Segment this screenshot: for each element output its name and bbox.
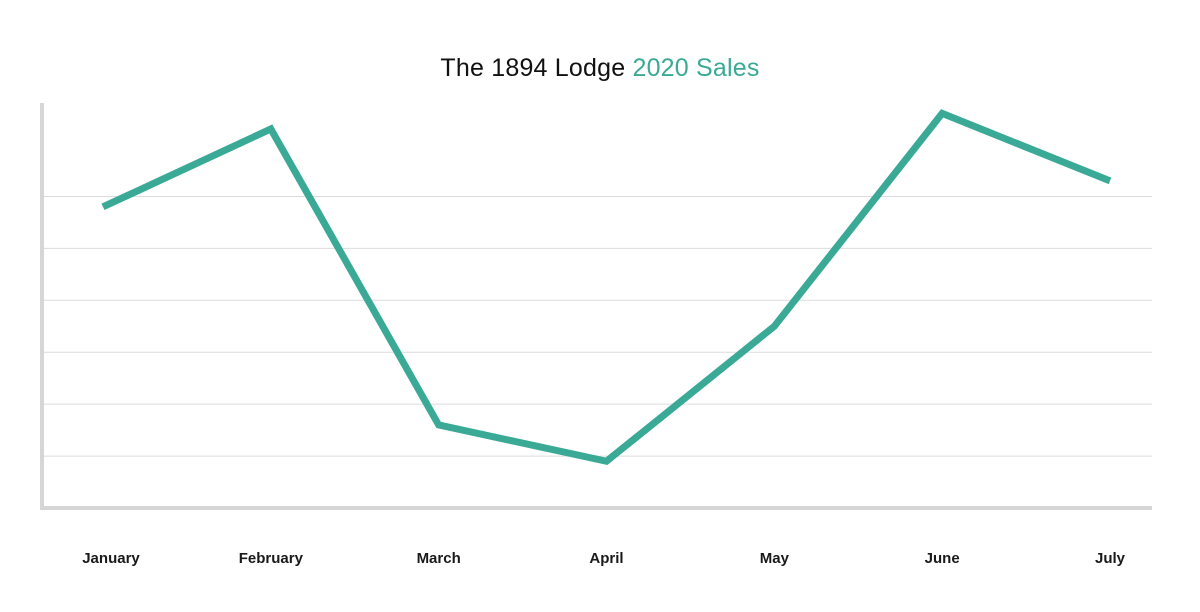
chart-title-main: The 1894 Lodge — [440, 54, 626, 82]
chart-title: The 1894 Lodge 2020 Sales — [0, 54, 1200, 83]
gridlines — [42, 195, 1152, 457]
axes — [40, 103, 1152, 510]
chart-title-highlight: 2020 Sales — [632, 54, 760, 82]
x-tick-label-january: January — [82, 550, 140, 567]
series-line-1 — [101, 109, 1112, 466]
series-layer — [101, 109, 1112, 466]
x-tick-label-june: June — [925, 550, 960, 567]
x-tick-label-may: May — [760, 550, 790, 567]
x-tick-label-february: February — [239, 550, 304, 567]
x-tick-label-april: April — [589, 550, 623, 567]
x-tick-label-july: July — [1095, 550, 1126, 567]
x-tick-label-march: March — [417, 550, 461, 567]
x-tick-labels: January February March April May June July — [82, 550, 1125, 567]
